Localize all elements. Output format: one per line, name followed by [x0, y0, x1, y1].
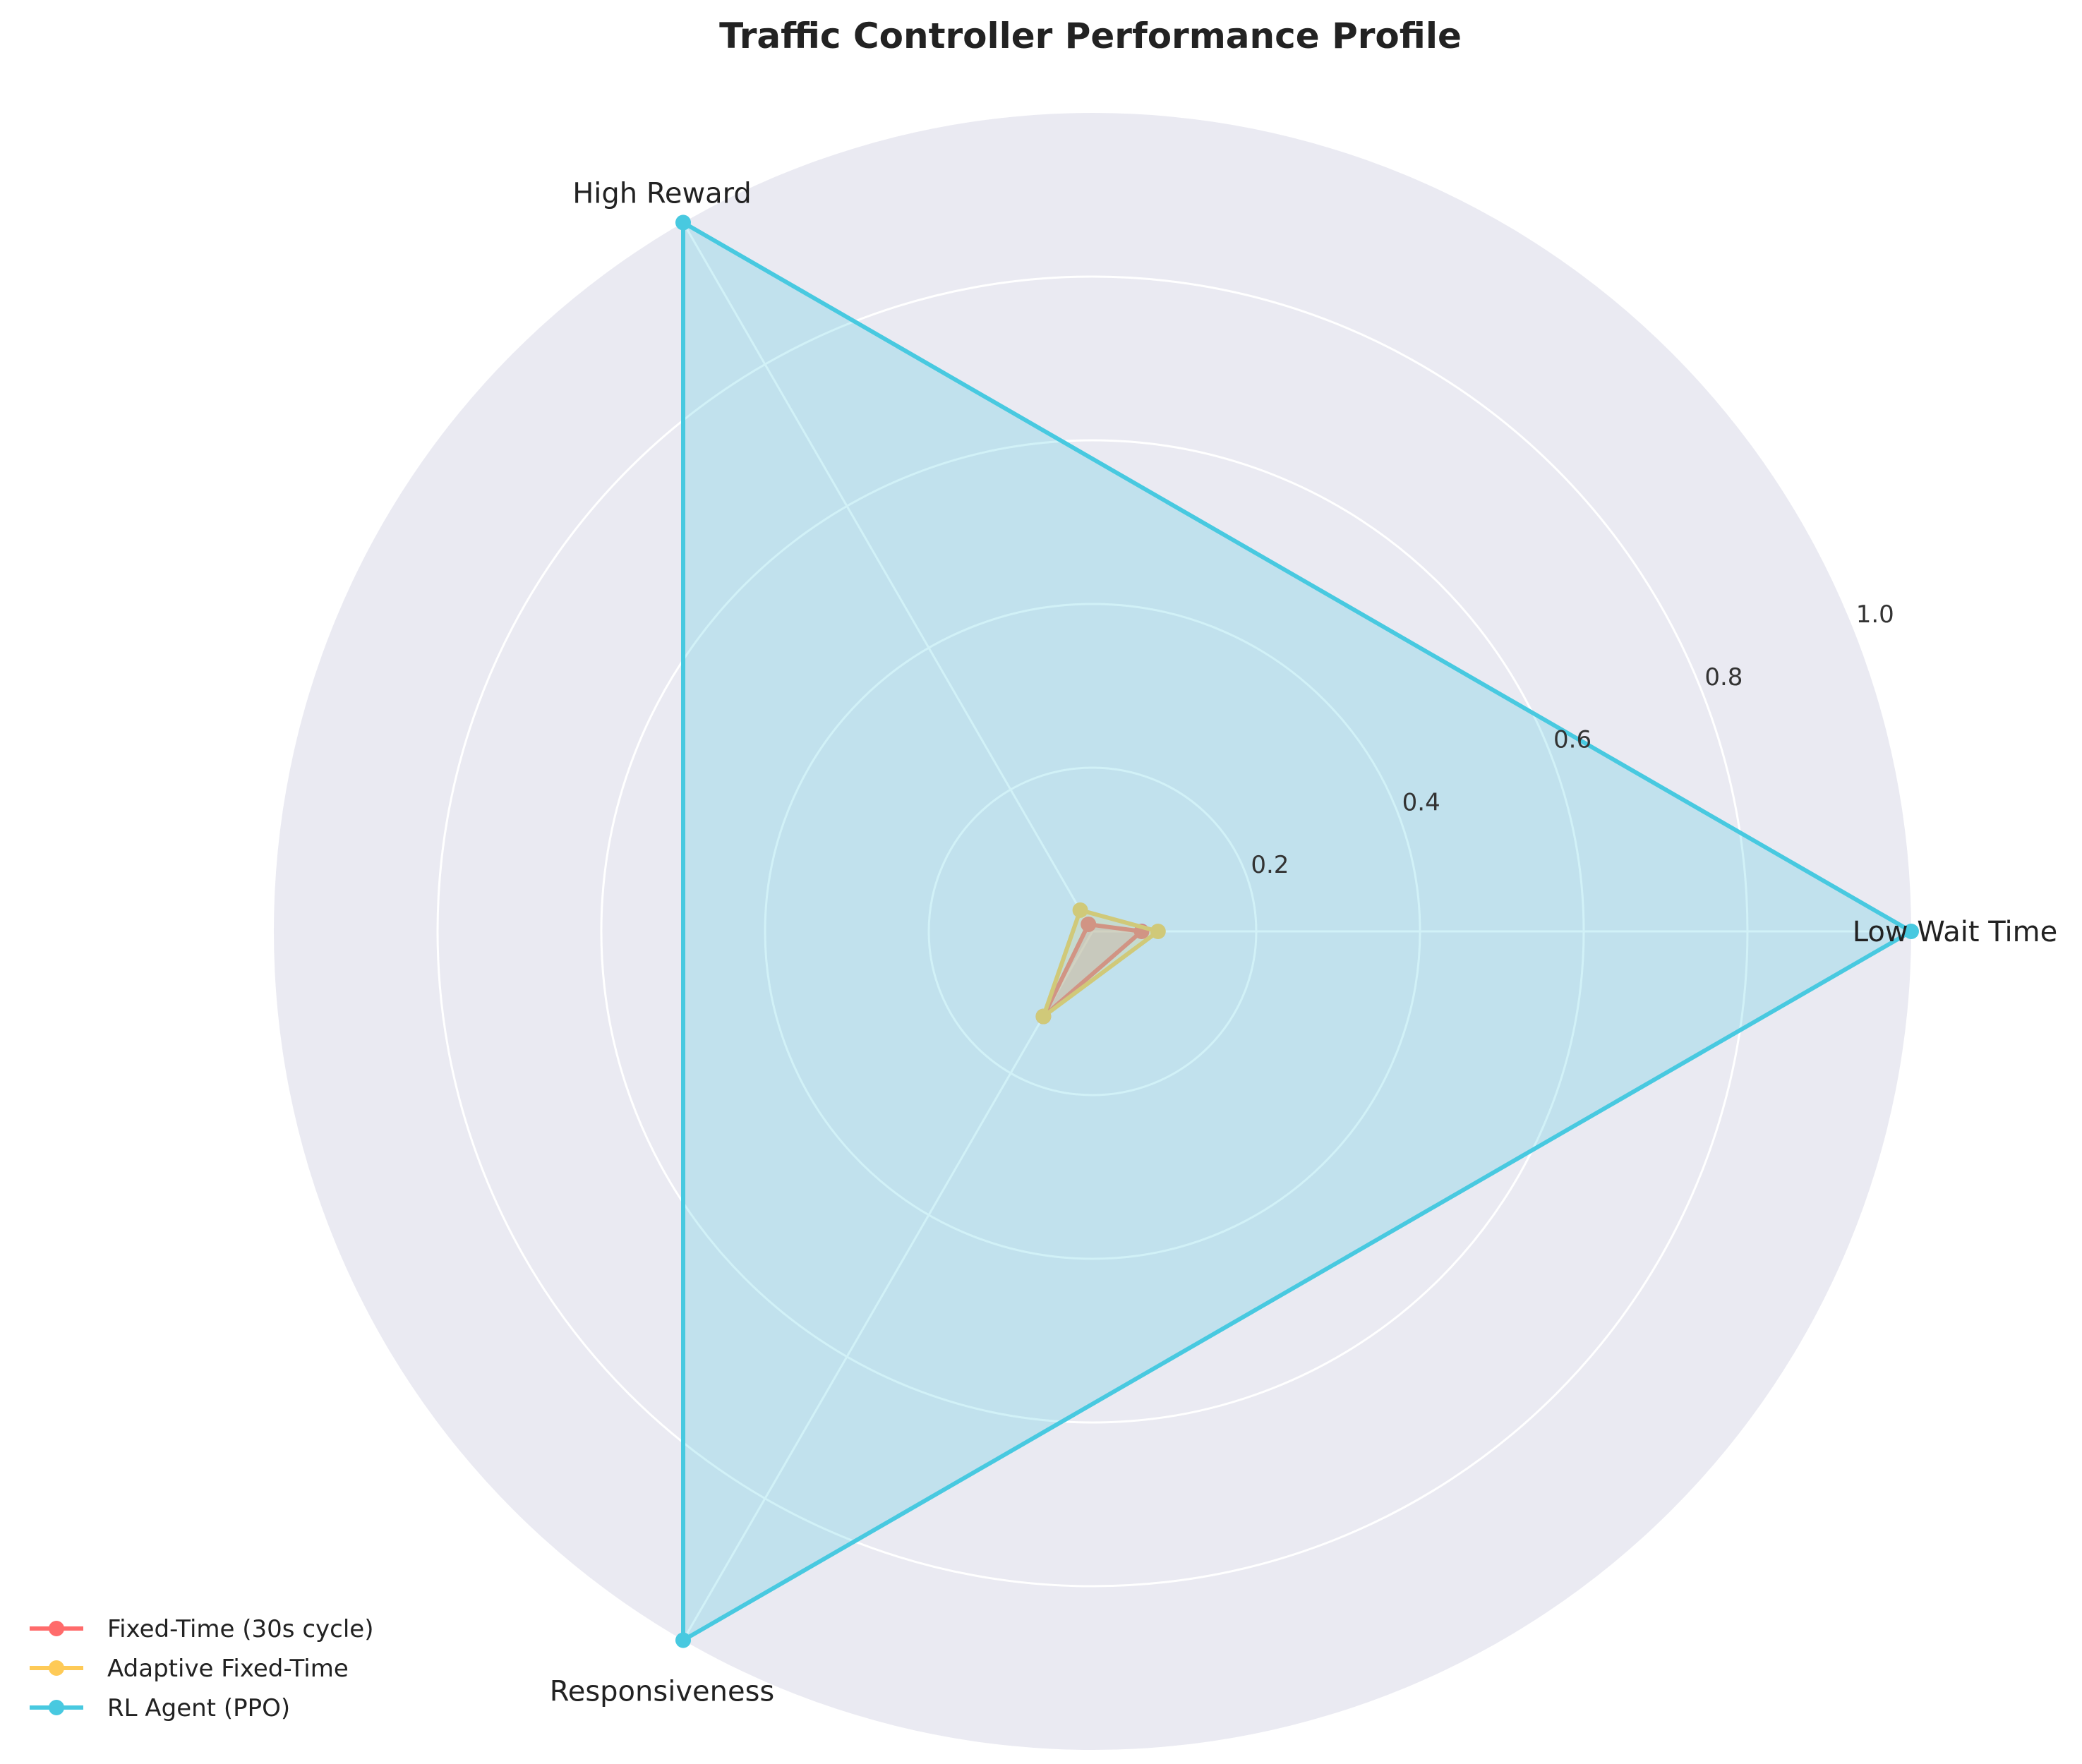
axis-label: Low Wait Time	[1853, 916, 2057, 948]
series-point	[1150, 924, 1166, 939]
axis-labels: Low Wait Time High Reward Responsiveness	[550, 177, 2057, 1708]
series-point	[675, 215, 691, 231]
legend-swatch-marker	[49, 1700, 64, 1715]
series-line	[1041, 922, 1147, 1018]
legend: Fixed-Time (30s cycle) Adaptive Fixed-Tim…	[30, 1615, 373, 1722]
radial-tick-labels: 0.2 0.4 0.6 0.8 1.0	[1251, 600, 1894, 879]
series-point	[1035, 1008, 1052, 1025]
series-point	[1072, 902, 1088, 918]
series-fill	[683, 222, 1911, 1641]
legend-item: Fixed-Time (30s cycle)	[30, 1615, 373, 1643]
legend-label: Fixed-Time (30s cycle)	[107, 1615, 373, 1643]
axis-label: Responsiveness	[550, 1676, 775, 1708]
grid-spoke	[682, 222, 1094, 932]
legend-item: Adaptive Fixed-Time	[30, 1655, 349, 1683]
series-1	[1035, 902, 1166, 1025]
series-line	[1039, 907, 1163, 1022]
series-point	[675, 1632, 691, 1648]
r-tick-label: 0.2	[1251, 851, 1289, 879]
series-line	[681, 219, 1915, 1644]
r-tick-label: 1.0	[1856, 600, 1894, 629]
chart-title: Traffic Controller Performance Profile	[719, 16, 1462, 56]
r-tick-label: 0.6	[1553, 726, 1591, 754]
legend-label: Adaptive Fixed-Time	[107, 1655, 349, 1683]
legend-swatch-marker	[49, 1621, 64, 1636]
axis-label: High Reward	[572, 177, 752, 210]
grid-spoke	[682, 931, 1094, 1641]
series-2	[675, 215, 1919, 1648]
r-tick-label: 0.8	[1704, 663, 1743, 691]
grid	[436, 222, 1911, 1641]
legend-item: RL Agent (PPO)	[30, 1694, 290, 1722]
legend-swatch-marker	[49, 1660, 64, 1676]
r-tick-label: 0.4	[1402, 788, 1440, 816]
series-layer	[675, 215, 1919, 1648]
series-point	[1903, 924, 1919, 939]
legend-label: RL Agent (PPO)	[107, 1694, 290, 1722]
series-point	[1081, 916, 1097, 932]
